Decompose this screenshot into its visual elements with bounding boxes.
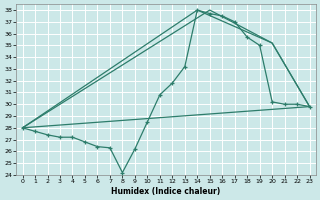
X-axis label: Humidex (Indice chaleur): Humidex (Indice chaleur) (111, 187, 221, 196)
